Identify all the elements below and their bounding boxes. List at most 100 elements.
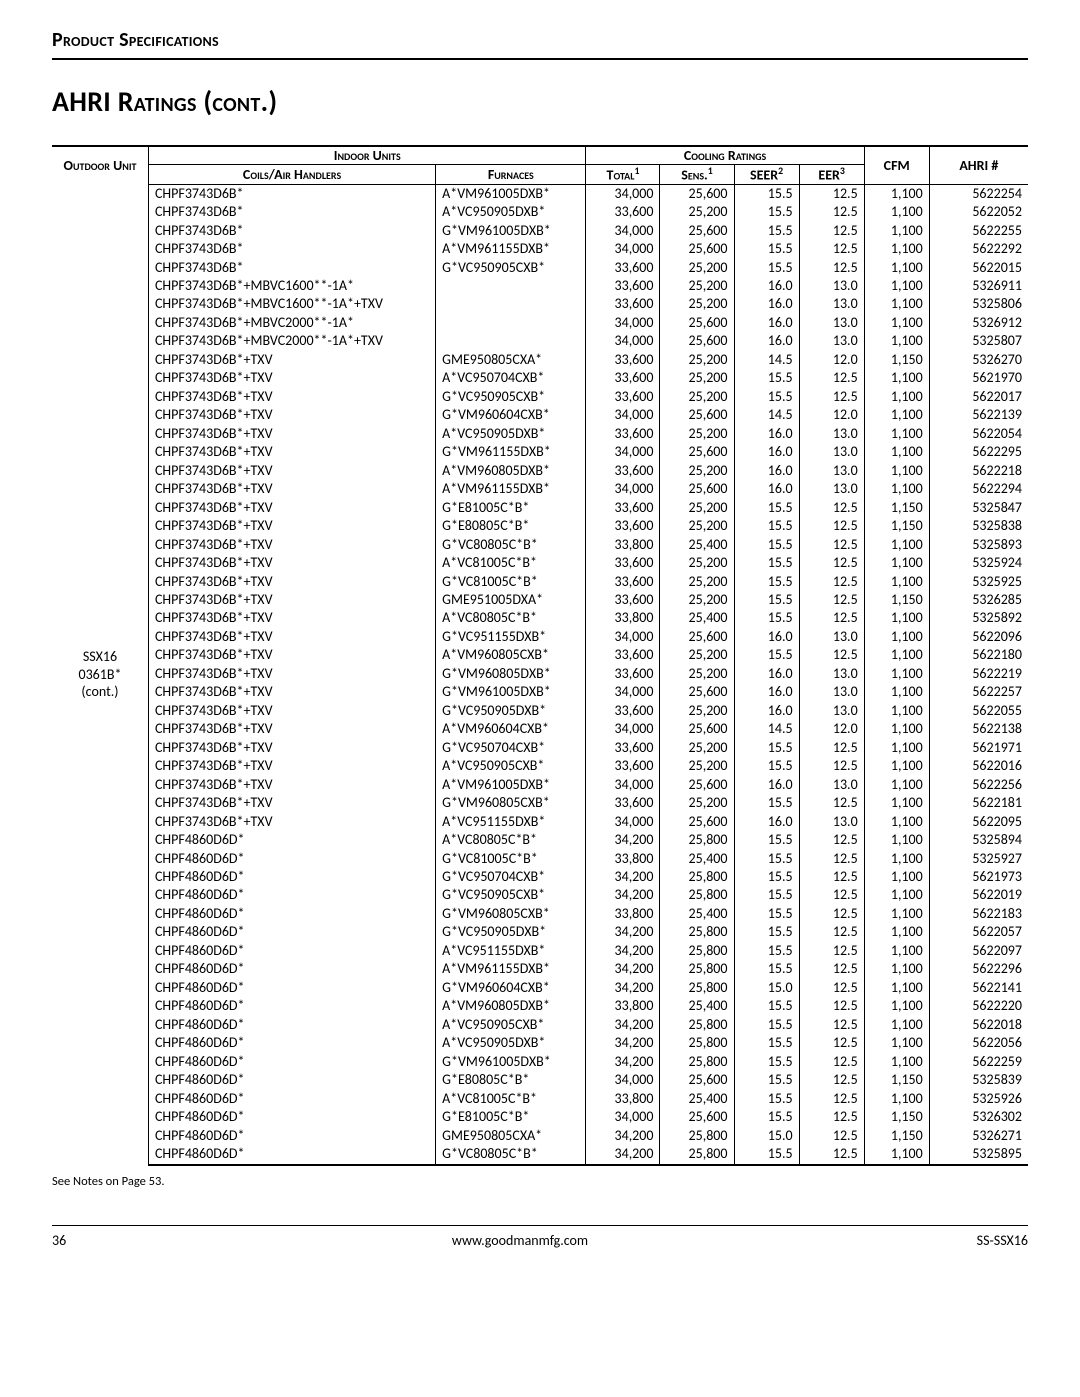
- cfm-cell: 1,100: [864, 665, 929, 683]
- furnace-cell: A*VC950905DXB*: [436, 1034, 586, 1052]
- table-row: CHPF4860D6D*G*VC81005C*B*33,80025,40015.…: [52, 850, 1028, 868]
- eer-cell: 13.0: [799, 702, 864, 720]
- coil-cell: CHPF3743D6B*+TXV: [148, 813, 435, 831]
- total-cell: 33,800: [586, 997, 660, 1015]
- total-cell: 34,000: [586, 1108, 660, 1126]
- coil-cell: CHPF4860D6D*: [148, 960, 435, 978]
- coil-cell: CHPF3743D6B*+TXV: [148, 369, 435, 387]
- eer-cell: 12.5: [799, 850, 864, 868]
- eer-cell: 13.0: [799, 480, 864, 498]
- eer-cell: 13.0: [799, 425, 864, 443]
- total-cell: 34,000: [586, 683, 660, 701]
- ahri-cell: 5622015: [929, 259, 1028, 277]
- table-row: CHPF3743D6B*+TXVG*VC950905CXB*33,60025,2…: [52, 388, 1028, 406]
- sens-cell: 25,800: [660, 979, 734, 997]
- furnace-cell: G*VC81005C*B*: [436, 573, 586, 591]
- sens-cell: 25,800: [660, 960, 734, 978]
- table-row: CHPF3743D6B*+TXVG*VM960604CXB*34,00025,6…: [52, 406, 1028, 424]
- cfm-cell: 1,100: [864, 222, 929, 240]
- table-row: CHPF3743D6B*+TXVA*VC80805C*B*33,80025,40…: [52, 609, 1028, 627]
- seer-cell: 15.5: [734, 997, 799, 1015]
- table-row: CHPF3743D6B*+TXVG*VC950704CXB*33,60025,2…: [52, 739, 1028, 757]
- sens-cell: 25,200: [660, 462, 734, 480]
- eer-cell: 13.0: [799, 443, 864, 461]
- coil-cell: CHPF4860D6D*: [148, 1090, 435, 1108]
- seer-cell: 15.5: [734, 794, 799, 812]
- cfm-cell: 1,100: [864, 536, 929, 554]
- furnace-cell: GME950805CXA*: [436, 1127, 586, 1145]
- ahri-cell: 5622095: [929, 813, 1028, 831]
- table-row: CHPF4860D6D*G*VC950704CXB*34,20025,80015…: [52, 868, 1028, 886]
- total-cell: 34,000: [586, 184, 660, 203]
- furnace-cell: A*VC950905CXB*: [436, 757, 586, 775]
- ahri-cell: 5622138: [929, 720, 1028, 738]
- eer-cell: 12.5: [799, 240, 864, 258]
- sens-cell: 25,600: [660, 222, 734, 240]
- furnace-cell: G*VC950905CXB*: [436, 259, 586, 277]
- seer-cell: 16.0: [734, 295, 799, 313]
- furnace-cell: A*VM960805DXB*: [436, 462, 586, 480]
- table-row: CHPF4860D6D*G*VC80805C*B*34,20025,80015.…: [52, 1145, 1028, 1164]
- sens-cell: 25,800: [660, 831, 734, 849]
- col-sens: Sens.1: [660, 165, 734, 185]
- sens-cell: 25,200: [660, 646, 734, 664]
- cfm-cell: 1,100: [864, 295, 929, 313]
- total-cell: 34,000: [586, 314, 660, 332]
- cfm-cell: 1,100: [864, 923, 929, 941]
- cfm-cell: 1,100: [864, 776, 929, 794]
- ahri-cell: 5325926: [929, 1090, 1028, 1108]
- sens-cell: 25,400: [660, 609, 734, 627]
- coil-cell: CHPF3743D6B*: [148, 259, 435, 277]
- sens-cell: 25,800: [660, 886, 734, 904]
- ahri-cell: 5622017: [929, 388, 1028, 406]
- total-cell: 33,600: [586, 591, 660, 609]
- total-cell: 34,000: [586, 720, 660, 738]
- sens-cell: 25,800: [660, 942, 734, 960]
- table-row: CHPF4860D6D*G*E80805C*B*34,00025,60015.5…: [52, 1071, 1028, 1089]
- total-cell: 33,600: [586, 646, 660, 664]
- eer-cell: 12.5: [799, 1127, 864, 1145]
- furnace-cell: GME951005DXA*: [436, 591, 586, 609]
- total-cell: 34,200: [586, 868, 660, 886]
- table-row: CHPF4860D6D*A*VC81005C*B*33,80025,40015.…: [52, 1090, 1028, 1108]
- cfm-cell: 1,150: [864, 1127, 929, 1145]
- seer-cell: 16.0: [734, 813, 799, 831]
- furnace-cell: [436, 277, 586, 295]
- furnace-cell: G*VC950905DXB*: [436, 702, 586, 720]
- sens-cell: 25,800: [660, 1053, 734, 1071]
- sens-cell: 25,600: [660, 240, 734, 258]
- total-cell: 34,200: [586, 1053, 660, 1071]
- sens-cell: 25,200: [660, 369, 734, 387]
- eer-cell: 12.5: [799, 1071, 864, 1089]
- table-row: CHPF3743D6B*+TXVA*VM961155DXB*34,00025,6…: [52, 480, 1028, 498]
- total-cell: 33,600: [586, 203, 660, 221]
- cfm-cell: 1,100: [864, 314, 929, 332]
- coil-cell: CHPF3743D6B*+TXV: [148, 443, 435, 461]
- total-cell: 33,600: [586, 517, 660, 535]
- eer-cell: 12.5: [799, 1034, 864, 1052]
- sens-cell: 25,400: [660, 997, 734, 1015]
- total-cell: 33,800: [586, 609, 660, 627]
- furnace-cell: A*VC951155DXB*: [436, 942, 586, 960]
- table-row: CHPF3743D6B*+TXVG*VM960805CXB*33,60025,2…: [52, 794, 1028, 812]
- ahri-cell: 5622220: [929, 997, 1028, 1015]
- seer-cell: 14.5: [734, 720, 799, 738]
- table-row: CHPF3743D6B*+TXVA*VM960805DXB*33,60025,2…: [52, 462, 1028, 480]
- eer-cell: 12.5: [799, 886, 864, 904]
- table-row: CHPF3743D6B*+TXVG*VC951155DXB*34,00025,6…: [52, 628, 1028, 646]
- ahri-cell: 5325924: [929, 554, 1028, 572]
- ahri-cell: 5326302: [929, 1108, 1028, 1126]
- ahri-cell: 5622057: [929, 923, 1028, 941]
- table-row: CHPF3743D6B*+MBVC2000**-1A*34,00025,6001…: [52, 314, 1028, 332]
- total-cell: 33,800: [586, 905, 660, 923]
- furnace-cell: A*VM961155DXB*: [436, 240, 586, 258]
- ahri-cell: 5622141: [929, 979, 1028, 997]
- eer-cell: 13.0: [799, 813, 864, 831]
- seer-cell: 15.5: [734, 517, 799, 535]
- sens-cell: 25,200: [660, 573, 734, 591]
- ahri-cell: 5622294: [929, 480, 1028, 498]
- ahri-cell: 5622139: [929, 406, 1028, 424]
- table-row: CHPF3743D6B*+TXVA*VC951155DXB*34,00025,6…: [52, 813, 1028, 831]
- table-row: CHPF4860D6D*A*VC80805C*B*34,20025,80015.…: [52, 831, 1028, 849]
- eer-cell: 12.5: [799, 517, 864, 535]
